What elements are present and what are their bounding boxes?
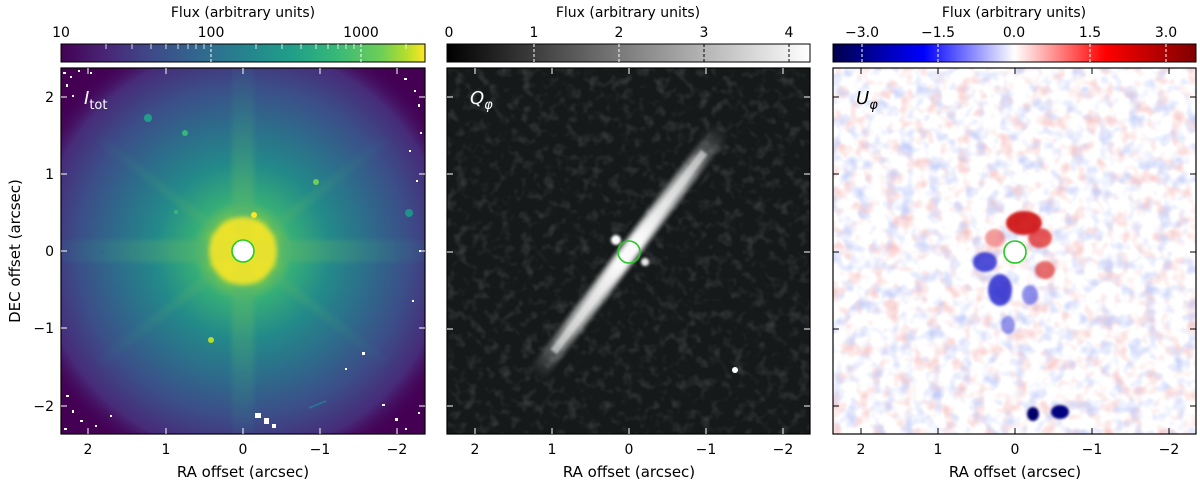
image-q-phi: [447, 68, 810, 434]
x-axis-label: RA offset (arcsec): [177, 463, 309, 481]
colorbar-label: Flux (arbitrary units): [556, 5, 700, 21]
y-tick-label: −2: [33, 399, 54, 415]
x-tick-label: 1: [934, 442, 943, 458]
x-tick-label: 1: [548, 442, 557, 458]
colorbar-tick-labels: 0 1 2 3 4: [445, 25, 794, 41]
x-tick-label: −1: [696, 442, 717, 458]
panel-u-phi: Flux (arbitrary units) −3.0 −1.5 0.0 1.5…: [832, 5, 1197, 481]
colorbar-tick-labels: 10 100 1000: [52, 25, 379, 41]
colorbar-tick-label: 1.5: [1079, 25, 1101, 41]
colorbar-tick-label: 0.0: [1003, 25, 1025, 41]
colorbar-tick-label: 1: [530, 25, 539, 41]
x-tick-labels: 2 1 0 −1 −2: [471, 442, 794, 458]
x-tick-labels: 2 1 0 −1 −2: [84, 442, 408, 458]
x-tick-label: 0: [625, 442, 634, 458]
panel-label: Itot: [84, 88, 107, 113]
panel-q-phi: Flux (arbitrary units) 0 1 2 3 4: [445, 5, 811, 481]
masked-pixels: [63, 70, 422, 430]
x-axis-label: RA offset (arcsec): [563, 463, 695, 481]
x-tick-label: −2: [1159, 442, 1180, 458]
x-tick-label: 2: [471, 442, 480, 458]
axis-ticks: [447, 68, 810, 434]
colorbar-tick-label: 2: [615, 25, 624, 41]
y-tick-label: 0: [45, 244, 54, 260]
colorbar-tick-label: 1000: [343, 25, 379, 41]
image-total-intensity: [61, 68, 425, 434]
colorbar-label: Flux (arbitrary units): [942, 5, 1086, 21]
x-tick-label: 0: [239, 442, 248, 458]
y-tick-label: 1: [45, 167, 54, 183]
image-u-phi: [833, 68, 1196, 434]
colorbar-tick-label: 0: [445, 25, 454, 41]
x-tick-label: −2: [387, 442, 408, 458]
colorbar-tick-label: 3: [700, 25, 709, 41]
colorbar-tick-labels: −3.0 −1.5 0.0 1.5 3.0: [845, 25, 1177, 41]
colorbar: [60, 43, 426, 63]
colorbar-ticks: [533, 44, 790, 62]
colorbar-tick-label: −3.0: [845, 25, 879, 41]
coronagraph-mask-marker: [231, 239, 255, 263]
y-tick-labels: 2 1 0 −1 −2: [33, 90, 54, 415]
colorbar: [832, 43, 1197, 63]
x-tick-label: 1: [162, 442, 171, 458]
x-tick-label: 0: [1011, 442, 1020, 458]
coronagraph-mask-marker: [1003, 240, 1027, 264]
axis-ticks: [61, 68, 425, 434]
axis-ticks: [833, 68, 1196, 434]
colorbar-ticks: [210, 44, 362, 62]
y-tick-label: −1: [33, 321, 54, 337]
x-tick-labels: 2 1 0 −1 −2: [857, 442, 1180, 458]
colorbar-tick-label: 10: [52, 25, 70, 41]
central-residuals: [973, 211, 1069, 421]
background-sources: [100, 114, 413, 409]
x-tick-label: 2: [857, 442, 866, 458]
x-tick-label: −1: [1082, 442, 1103, 458]
disk-q-phi: [528, 122, 730, 382]
panel-label: Uφ: [856, 88, 878, 113]
x-tick-label: −1: [310, 442, 331, 458]
x-tick-label: 2: [84, 442, 93, 458]
panel-total-intensity: Flux (arbitrary units) 10 100 1000: [6, 5, 426, 481]
colorbar-ticks: [861, 44, 1167, 62]
x-axis-label: RA offset (arcsec): [949, 463, 1081, 481]
colorbar-minor-ticks: [105, 44, 407, 49]
colorbar-label: Flux (arbitrary units): [171, 5, 315, 21]
colorbar-tick-label: −1.5: [921, 25, 955, 41]
y-tick-label: 2: [45, 90, 54, 106]
colorbar-tick-label: 3.0: [1155, 25, 1177, 41]
panel-label: Qφ: [470, 88, 493, 113]
coronagraph-mask-marker: [617, 240, 641, 264]
colorbar-tick-label: 100: [198, 25, 225, 41]
colorbar-tick-label: 4: [785, 25, 794, 41]
x-tick-label: −2: [773, 442, 794, 458]
y-axis-label: DEC offset (arcsec): [6, 179, 24, 323]
colorbar: [446, 43, 811, 63]
